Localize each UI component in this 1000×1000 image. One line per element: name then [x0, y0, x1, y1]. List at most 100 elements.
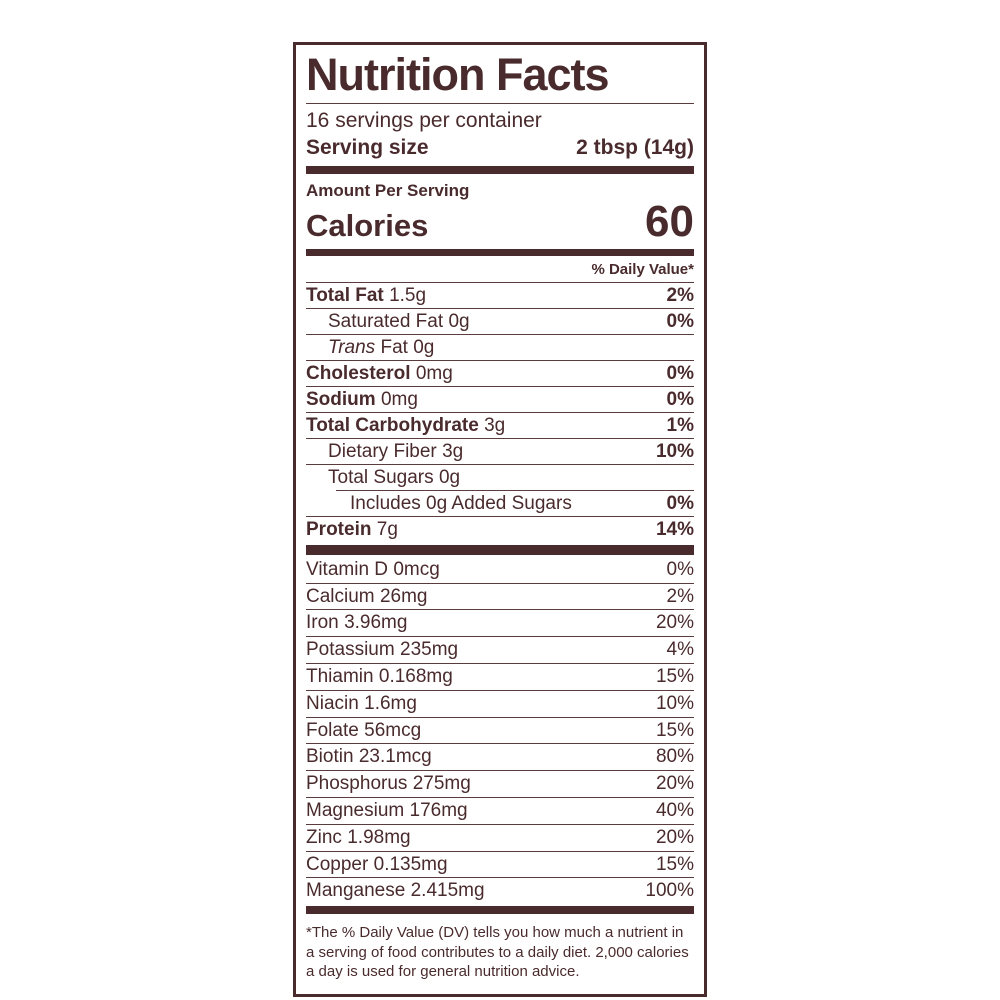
nutrient-amount: 0mg — [415, 362, 453, 384]
nutrient-dv: 0% — [666, 362, 694, 384]
vitamin-name: Manganese — [306, 880, 406, 902]
nutrient-dv: 0% — [666, 310, 694, 332]
vitamin-dv: 15% — [655, 719, 694, 741]
vitamin-dv: 20% — [655, 612, 694, 634]
vitamin-row-potassium: Potassium 235mg 4% — [306, 636, 694, 663]
daily-value-footnote: *The % Daily Value (DV) tells you how mu… — [306, 924, 689, 981]
vitamin-amount: 275mg — [412, 773, 471, 795]
nutrient-dv: 10% — [655, 440, 694, 462]
nutrient-row-saturated-fat: Saturated Fat 0g 0% — [306, 307, 694, 334]
vitamin-amount: 0mcg — [393, 558, 440, 580]
vitamin-dv: 15% — [655, 666, 694, 688]
nutrient-row-cholesterol: Cholesterol 0mg 0% — [306, 359, 694, 386]
vitamin-name: Folate — [306, 719, 359, 741]
divider — [306, 103, 694, 105]
vitamin-name: Zinc — [306, 826, 342, 848]
servings-per-container: 16 servings per container — [306, 109, 542, 133]
nutrient-row-added-sugars: Includes 0g Added Sugars 0% — [306, 491, 694, 516]
nutrient-amount: Fat 0g — [380, 336, 435, 358]
divider-thick — [306, 544, 694, 555]
nutrient-name: Trans — [328, 336, 376, 358]
calories-label: Calories — [306, 207, 429, 243]
divider-thick — [306, 906, 694, 915]
vitamin-row-biotin: Biotin 23.1mcg 80% — [306, 743, 694, 770]
vitamin-dv: 0% — [666, 558, 694, 580]
vitamin-row-zinc: Zinc 1.98mg 20% — [306, 823, 694, 851]
vitamin-row-niacin: Niacin 1.6mg 10% — [306, 689, 694, 717]
nutrient-row-dietary-fiber: Dietary Fiber 3g 10% — [306, 437, 694, 464]
vitamin-row-folate: Folate 56mcg 15% — [306, 716, 694, 744]
nutrient-row-trans-fat: Trans Fat 0g — [306, 333, 694, 360]
vitamin-dv: 2% — [666, 585, 694, 607]
vitamin-dv: 4% — [666, 639, 694, 661]
vitamin-amount: 176mg — [409, 800, 468, 822]
vitamin-amount: 2.415mg — [410, 880, 485, 902]
nutrient-name: Total Sugars — [328, 466, 434, 488]
vitamin-name: Copper — [306, 853, 369, 875]
calories-value: 60 — [645, 197, 694, 247]
vitamin-dv: 20% — [655, 773, 694, 795]
nutrient-amount: 0g — [438, 466, 461, 488]
amount-per-serving-label: Amount Per Serving — [306, 181, 470, 201]
vitamin-name: Magnesium — [306, 800, 405, 822]
nutrient-dv: 14% — [655, 518, 694, 540]
nutrient-name: Includes 0g Added Sugars — [350, 492, 572, 514]
nutrient-name: Total Carbohydrate — [306, 414, 479, 436]
vitamin-dv: 80% — [655, 746, 694, 768]
nutrient-name: Dietary Fiber — [328, 440, 437, 462]
nutrient-amount: 3g — [442, 440, 464, 462]
label-title: Nutrition Facts — [306, 49, 610, 100]
vitamin-row-phosphorus: Phosphorus 275mg 20% — [306, 770, 694, 797]
nutrient-amount: 3g — [484, 414, 506, 436]
vitamin-row-calcium: Calcium 26mg 2% — [306, 582, 694, 610]
nutrient-name: Saturated Fat — [328, 310, 444, 332]
nutrient-row-total-carbohydrate: Total Carbohydrate 3g 1% — [306, 411, 694, 438]
nutrient-dv: 0% — [666, 388, 694, 410]
vitamin-amount: 56mcg — [364, 719, 422, 741]
divider-indented — [336, 489, 694, 491]
vitamin-amount: 0.168mg — [378, 666, 453, 688]
vitamin-name: Iron — [306, 612, 339, 634]
nutrient-amount: 7g — [376, 518, 398, 540]
calories-row: Calories 60 — [306, 197, 694, 247]
vitamin-row-iron: Iron 3.96mg 20% — [306, 609, 694, 636]
divider-thick — [306, 166, 694, 175]
vitamin-name: Calcium — [306, 585, 375, 607]
serving-size-row: Serving size 2 tbsp (14g) — [306, 134, 694, 164]
vitamin-row-thiamin: Thiamin 0.168mg 15% — [306, 663, 694, 690]
vitamin-amount: 235mg — [400, 639, 459, 661]
vitamin-dv: 100% — [645, 880, 694, 902]
divider-thick — [306, 248, 694, 256]
daily-value-header: % Daily Value* — [591, 260, 694, 278]
nutrient-row-protein: Protein 7g 14% — [306, 515, 694, 542]
vitamin-row-vitamin-d: Vitamin D 0mcg 0% — [306, 557, 694, 583]
vitamin-row-copper: Copper 0.135mg 15% — [306, 850, 694, 878]
nutrient-row-sodium: Sodium 0mg 0% — [306, 385, 694, 412]
vitamin-name: Phosphorus — [306, 773, 408, 795]
vitamin-row-magnesium: Magnesium 176mg 40% — [306, 797, 694, 824]
vitamin-name: Thiamin — [306, 666, 374, 688]
nutrient-dv: 1% — [666, 414, 694, 436]
vitamin-amount: 23.1mcg — [358, 746, 432, 768]
vitamin-dv: 15% — [655, 853, 694, 875]
vitamin-name: Niacin — [306, 692, 359, 714]
serving-size-label: Serving size — [306, 136, 429, 160]
nutrient-amount: 0mg — [380, 388, 418, 410]
vitamin-name: Vitamin D — [306, 558, 389, 580]
nutrient-name: Cholesterol — [306, 362, 411, 384]
nutrient-row-total-fat: Total Fat 1.5g 2% — [306, 281, 694, 308]
vitamin-amount: 1.6mg — [364, 692, 417, 714]
vitamin-name: Potassium — [306, 639, 395, 661]
nutrient-name: Protein — [306, 518, 372, 540]
vitamin-name: Biotin — [306, 746, 354, 768]
nutrition-facts-label: Nutrition Facts 16 servings per containe… — [293, 42, 707, 997]
nutrient-dv: 0% — [666, 492, 694, 514]
vitamin-dv: 10% — [655, 692, 694, 714]
nutrient-name: Total Fat — [306, 284, 384, 306]
serving-size-value: 2 tbsp (14g) — [576, 136, 694, 160]
vitamin-amount: 0.135mg — [373, 853, 448, 875]
nutrient-amount: 0g — [448, 310, 470, 332]
nutrient-amount: 1.5g — [389, 284, 427, 306]
vitamin-row-manganese: Manganese 2.415mg 100% — [306, 877, 694, 904]
